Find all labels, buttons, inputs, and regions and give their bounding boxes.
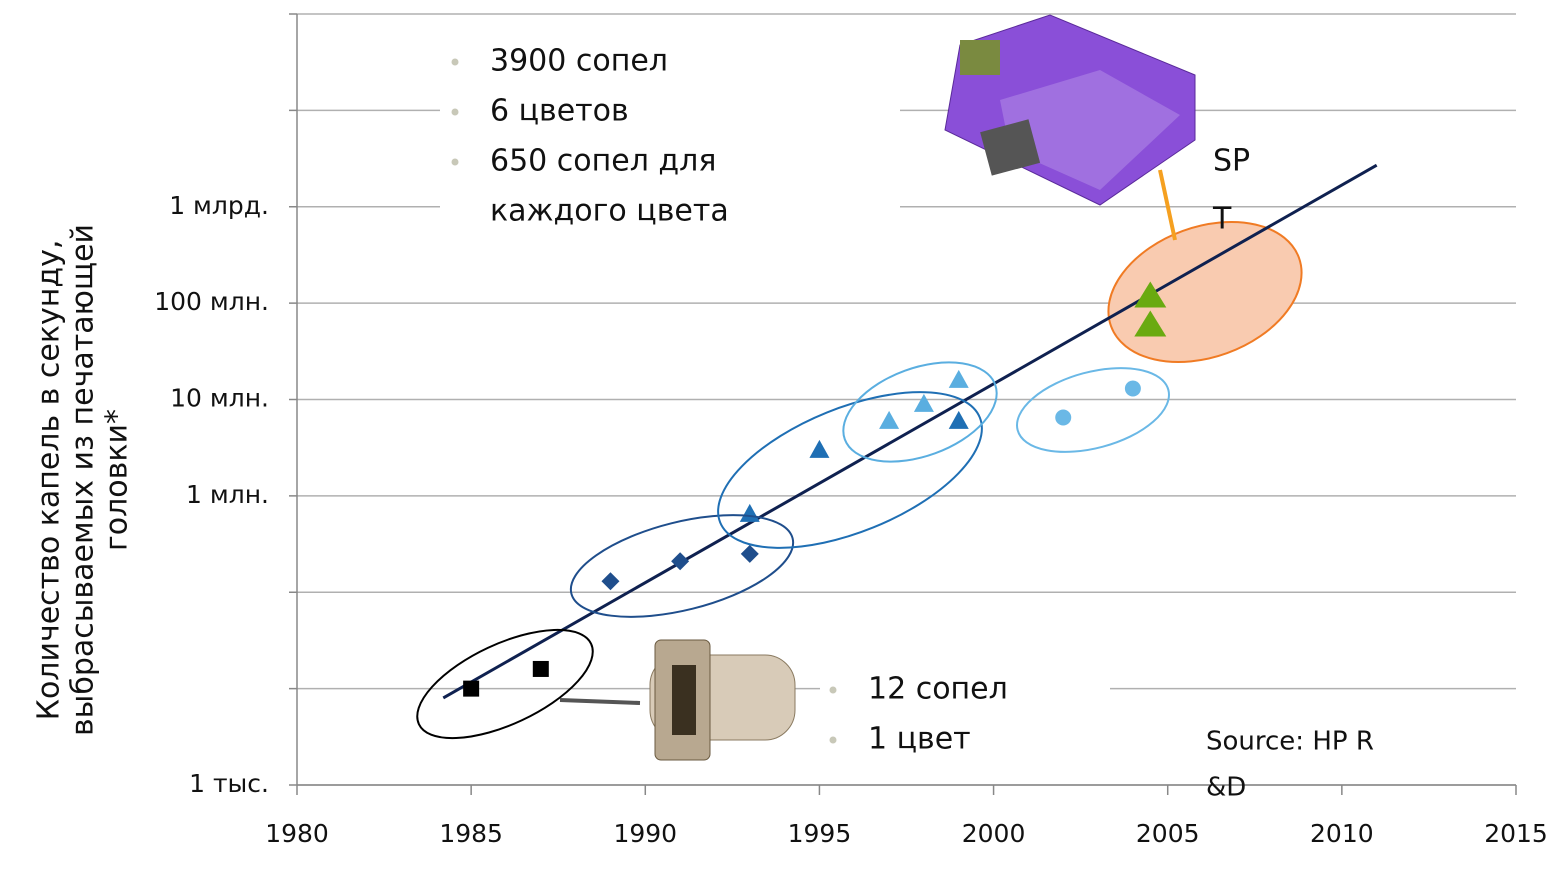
group-ellipse bbox=[1107, 220, 1303, 364]
data-point bbox=[948, 410, 969, 429]
annotation-background bbox=[820, 665, 1110, 765]
data-point bbox=[1134, 281, 1167, 308]
foreground-layer: 1 тыс. 1 млн. 10 млн. 100 млн. 1 млрд. 1980 19… bbox=[32, 44, 1548, 849]
data-point bbox=[463, 680, 480, 697]
annotation-text: 650 сопел для bbox=[490, 144, 716, 179]
group-ellipse bbox=[416, 628, 594, 740]
data-point bbox=[1134, 310, 1167, 337]
x-tick-label: 2015 bbox=[1484, 819, 1548, 848]
data-point bbox=[879, 410, 900, 429]
y-tick-label: 1 млн. bbox=[186, 480, 269, 509]
data-point bbox=[913, 393, 934, 412]
data-point bbox=[809, 439, 830, 458]
printhead-image bbox=[944, 14, 1196, 206]
bullet bbox=[451, 108, 459, 116]
group-ellipse bbox=[842, 361, 998, 463]
y-tick-label: 100 млн. bbox=[154, 287, 269, 316]
y-tick-label: 1 млрд. bbox=[169, 191, 269, 220]
group-ellipse bbox=[569, 514, 795, 618]
data-point bbox=[1055, 409, 1072, 426]
callout-line bbox=[559, 698, 641, 705]
annotation-text: 1 цвет bbox=[868, 722, 971, 757]
trend-line bbox=[442, 163, 1378, 700]
source-note: Source: HP R bbox=[1206, 727, 1374, 757]
data-point bbox=[601, 572, 620, 591]
group-ellipse bbox=[1016, 367, 1170, 453]
source-note: &D bbox=[1206, 773, 1246, 803]
data-point bbox=[948, 369, 969, 388]
annotation-text: 3900 сопел bbox=[490, 44, 668, 79]
bullet bbox=[829, 686, 837, 694]
y-axis-title: выбрасываемых из печатающей bbox=[66, 224, 101, 736]
bullet bbox=[451, 158, 459, 166]
cartridge-image bbox=[649, 639, 796, 761]
y-axis-title: головки* bbox=[100, 409, 135, 551]
callout-line bbox=[1158, 169, 1177, 241]
y-tick-label: 1 тыс. bbox=[189, 769, 269, 798]
annotation-text: T bbox=[1212, 202, 1232, 237]
group-ellipse bbox=[717, 391, 983, 549]
x-tick-label: 1995 bbox=[788, 819, 852, 848]
annotation-text: 6 цветов bbox=[490, 94, 629, 129]
annotation-text: 12 сопел bbox=[868, 672, 1008, 707]
group-ellipses bbox=[416, 361, 1170, 740]
x-tick-label: 2010 bbox=[1310, 819, 1374, 848]
annotation-background bbox=[440, 30, 900, 240]
x-tick-label: 2005 bbox=[1136, 819, 1200, 848]
data-point bbox=[740, 544, 759, 563]
background-layer bbox=[289, 13, 1517, 795]
annotation-text: каждого цвета bbox=[490, 194, 729, 229]
x-tick-label: 1990 bbox=[613, 819, 677, 848]
data-point bbox=[1124, 380, 1141, 397]
marks-layer bbox=[442, 163, 1378, 700]
bullet bbox=[451, 58, 459, 66]
x-tick-label: 2000 bbox=[962, 819, 1026, 848]
x-tick-label: 1985 bbox=[439, 819, 503, 848]
data-point bbox=[532, 660, 549, 677]
y-axis-title: Количество капель в секунду, bbox=[32, 240, 67, 721]
bullet bbox=[829, 736, 837, 744]
annotation-text: SP bbox=[1213, 144, 1250, 179]
y-tick-label: 10 млн. bbox=[170, 384, 269, 413]
data-point bbox=[739, 503, 760, 522]
x-tick-label: 1980 bbox=[265, 819, 329, 848]
data-point bbox=[671, 552, 690, 571]
